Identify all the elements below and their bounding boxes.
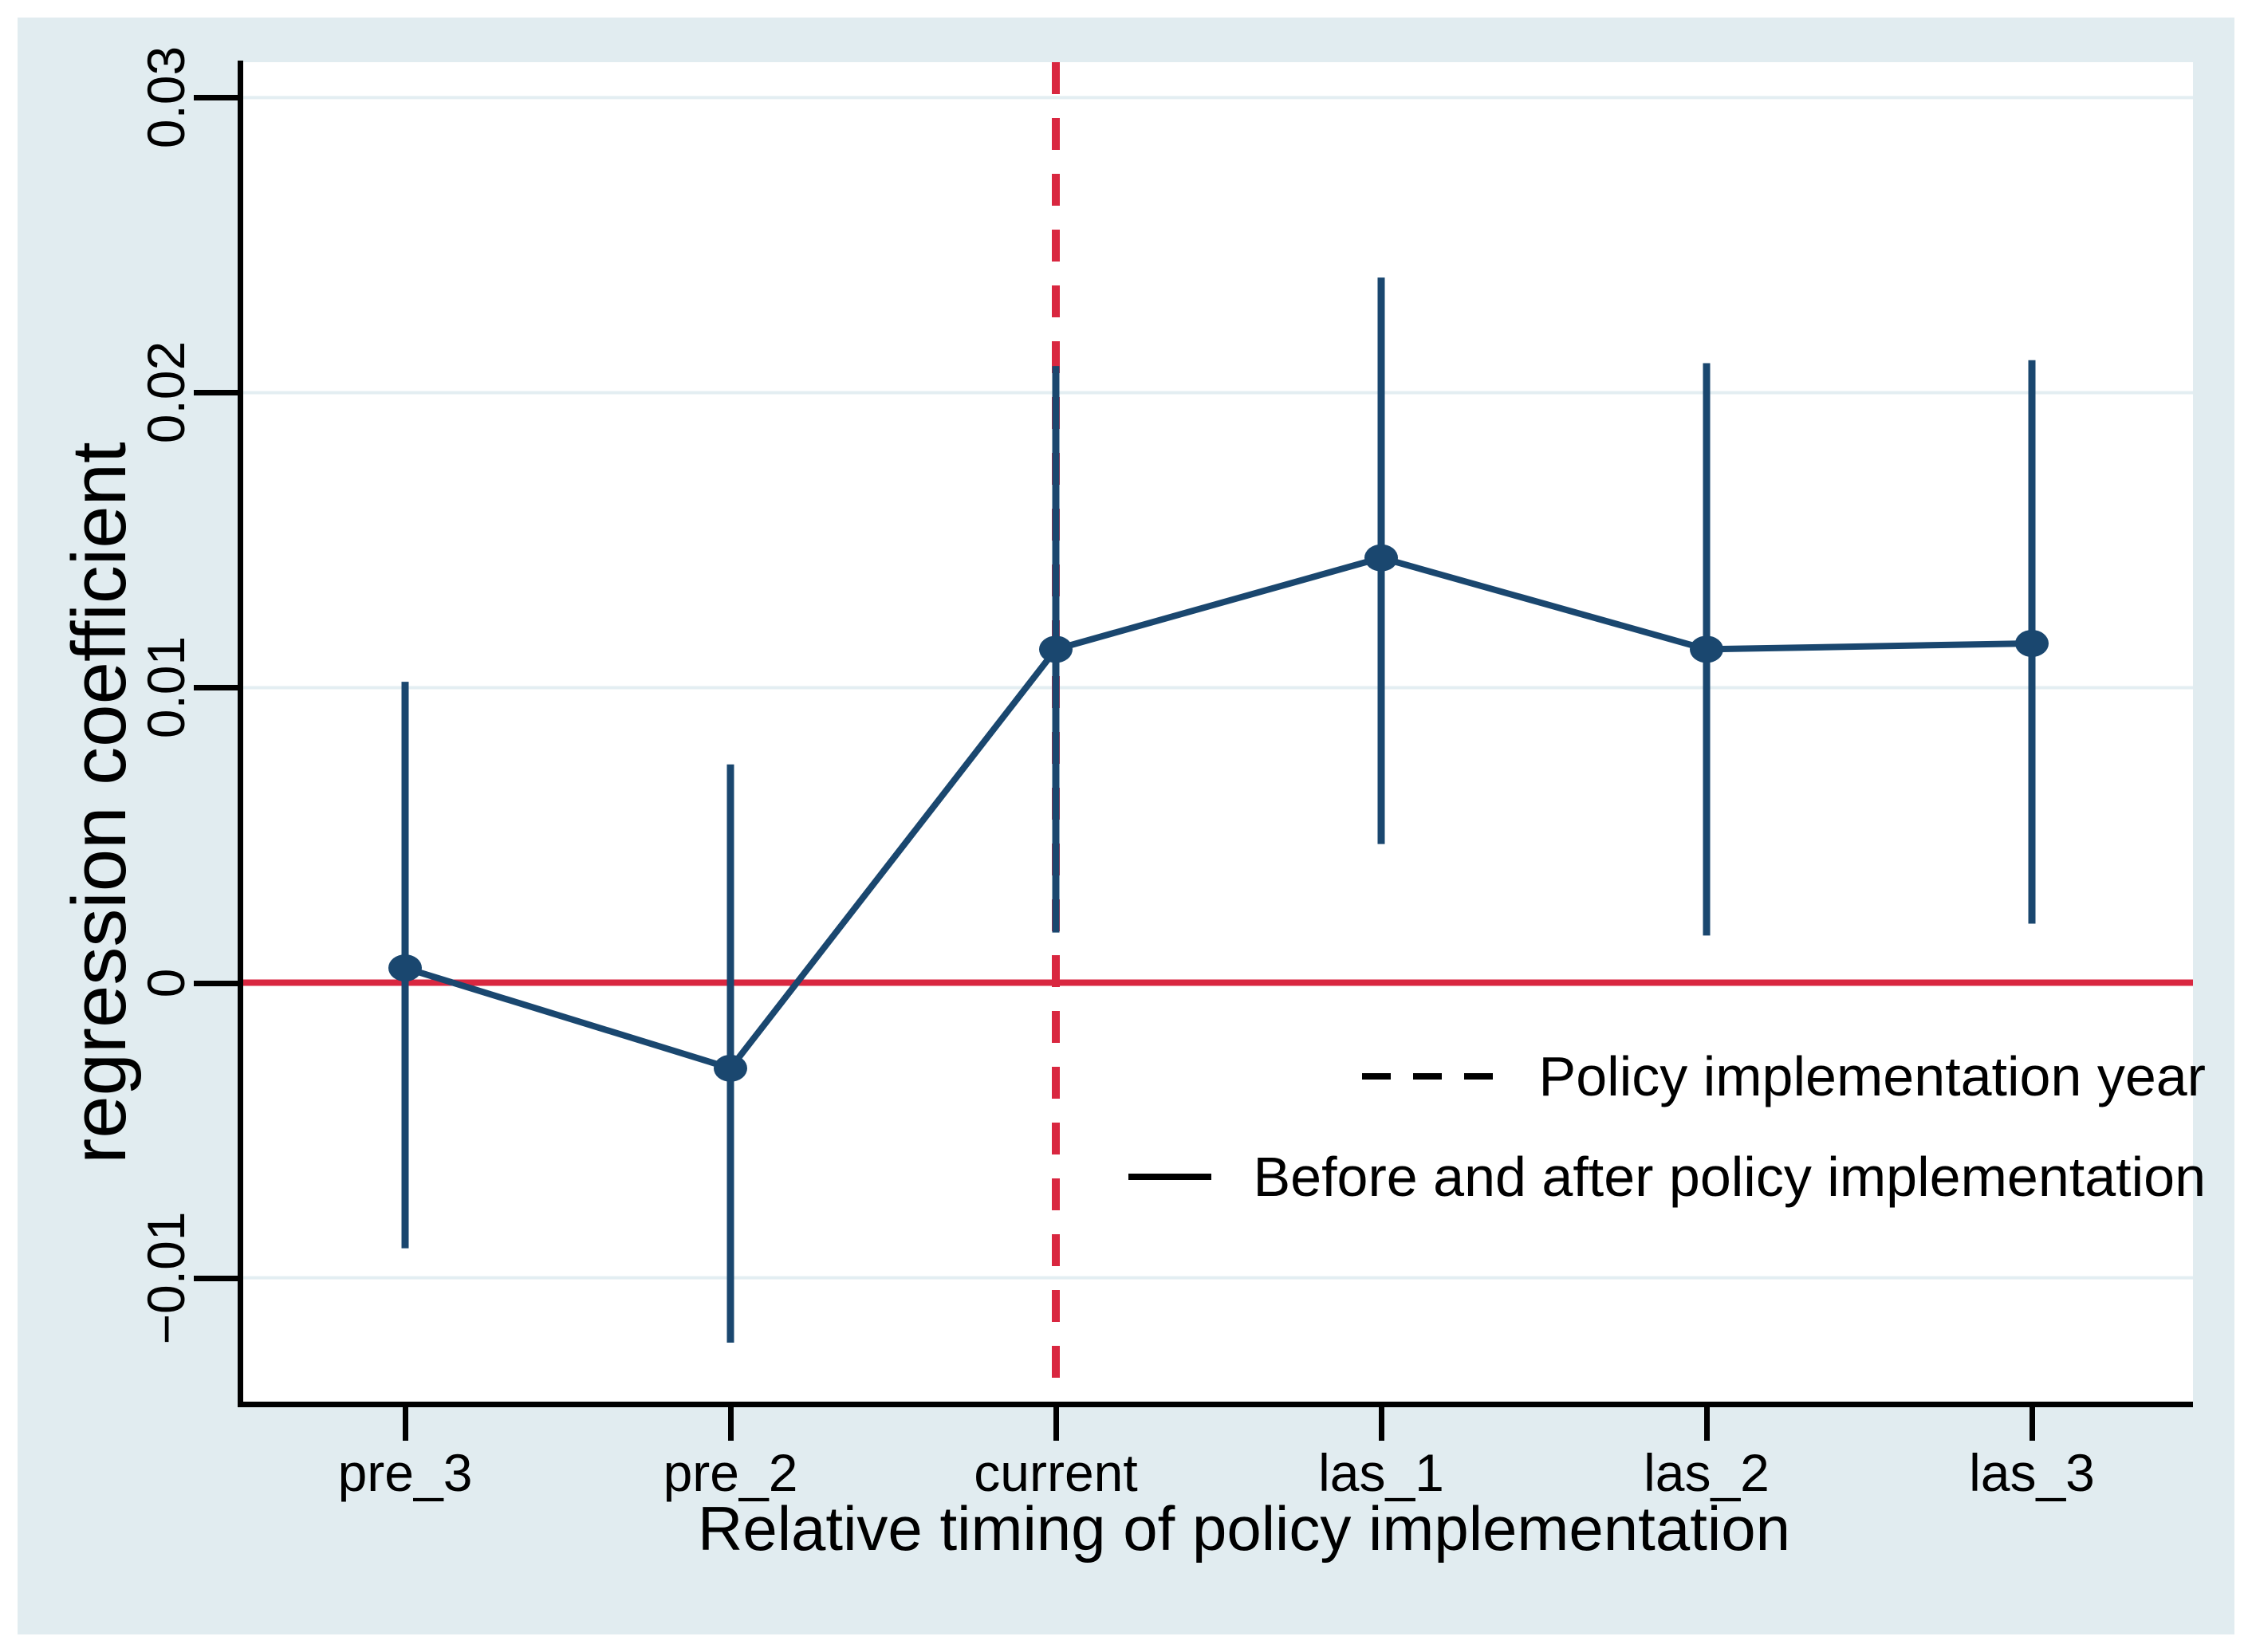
y-tick: [194, 980, 238, 986]
y-axis-line: [238, 61, 243, 1407]
legend: Policy implementation year Before and aft…: [1128, 1044, 2206, 1209]
y-tick-label: 0.03: [136, 46, 195, 149]
x-tick: [2029, 1407, 2035, 1441]
series-line: [404, 554, 2033, 1072]
x-tick-label: las_1: [1318, 1443, 1444, 1502]
y-tick: [194, 685, 238, 691]
x-tick-label: current: [974, 1443, 1138, 1502]
plot-area: [243, 62, 2193, 1402]
data-point: [1690, 635, 1723, 663]
x-tick-label: las_3: [1969, 1443, 2095, 1502]
x-tick: [1053, 1407, 1059, 1441]
y-tick: [194, 390, 238, 396]
solid-line-icon: [1128, 1174, 1212, 1180]
x-tick-label: las_2: [1644, 1443, 1770, 1502]
x-axis-title: Relative timing of policy implementation: [698, 1493, 1790, 1564]
data-point: [1039, 635, 1073, 663]
legend-label: Before and after policy implementation: [1253, 1146, 2206, 1208]
legend-label: Policy implementation year: [1538, 1045, 2206, 1107]
y-tick-label: 0.01: [136, 636, 195, 739]
y-tick: [194, 95, 238, 101]
x-tick: [402, 1407, 408, 1441]
chart-canvas: regression coefficient 0.03 0.02 0.01 0 −0.0…: [18, 18, 2234, 1634]
dashed-line-icon: [1361, 1073, 1493, 1080]
y-tick: [194, 1275, 238, 1281]
x-axis-line: [238, 1402, 2193, 1407]
y-tick-label: 0: [136, 968, 195, 997]
legend-row: Policy implementation year: [1361, 1044, 2206, 1108]
y-tick-label: 0.02: [136, 341, 195, 444]
data-point: [1364, 544, 1398, 572]
y-axis-title: regression coefficient: [57, 442, 142, 1164]
x-tick-label: pre_2: [663, 1443, 798, 1502]
y-tick-label: −0.01: [136, 1211, 195, 1345]
data-point: [714, 1054, 747, 1082]
x-tick-label: pre_3: [337, 1443, 473, 1502]
x-tick: [1703, 1407, 1710, 1441]
legend-row: Before and after policy implementation: [1128, 1145, 2206, 1209]
data-point: [388, 954, 422, 982]
x-tick: [1378, 1407, 1384, 1441]
x-tick: [727, 1407, 734, 1441]
data-point: [2015, 629, 2049, 657]
plot-svg: [243, 62, 2193, 1402]
